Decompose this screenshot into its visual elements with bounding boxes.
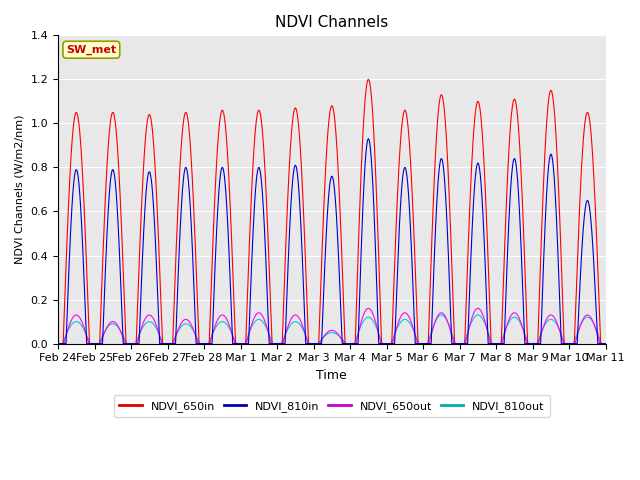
X-axis label: Time: Time xyxy=(317,369,348,382)
Text: SW_met: SW_met xyxy=(67,45,116,55)
Y-axis label: NDVI Channels (W/m2/nm): NDVI Channels (W/m2/nm) xyxy=(15,115,25,264)
Title: NDVI Channels: NDVI Channels xyxy=(275,15,388,30)
Legend: NDVI_650in, NDVI_810in, NDVI_650out, NDVI_810out: NDVI_650in, NDVI_810in, NDVI_650out, NDV… xyxy=(114,396,550,418)
